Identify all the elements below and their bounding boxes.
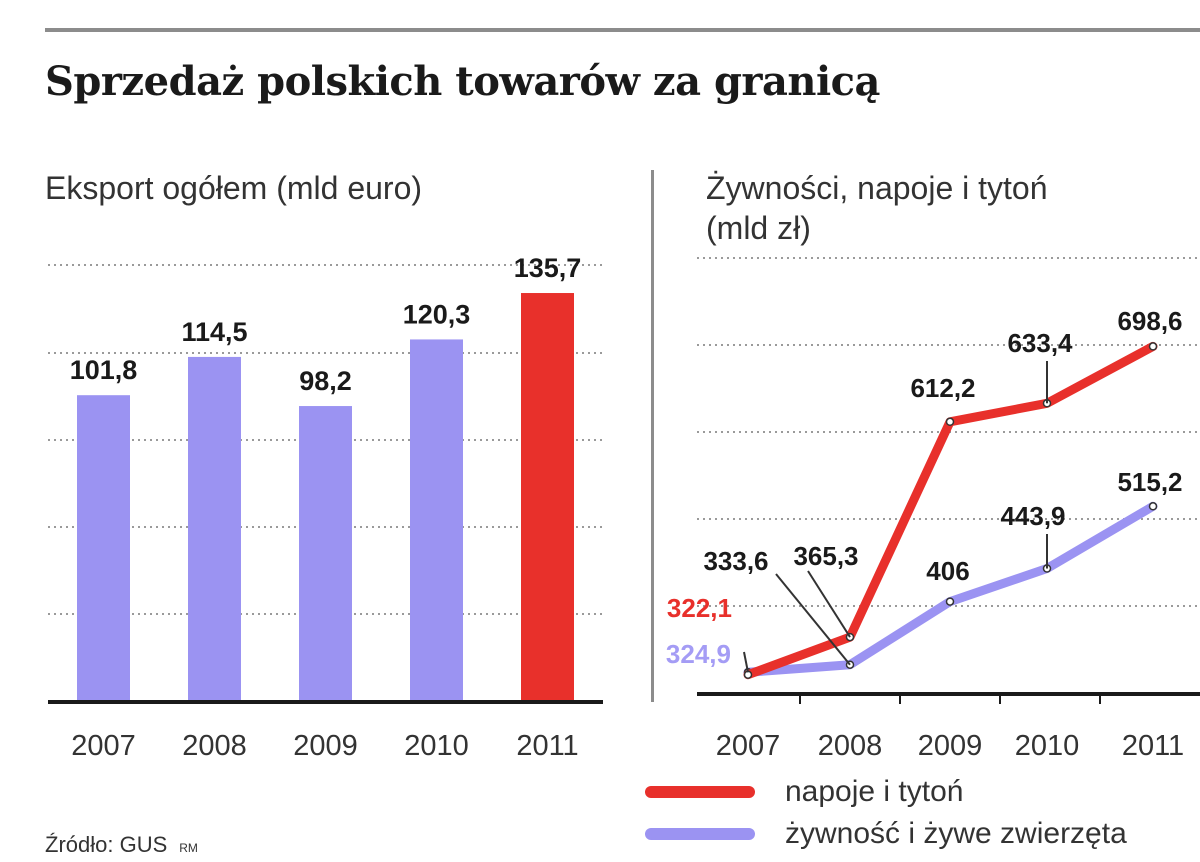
bar-value-label-2009: 98,2 <box>299 366 352 396</box>
bar-x-tick-2011: 2011 <box>516 730 578 762</box>
bar-value-label-2011: 135,7 <box>514 253 582 283</box>
series-1-point-2011 <box>1148 502 1158 511</box>
series-0-point-2009 <box>945 417 955 427</box>
bar-chart-title: Eksport ogółem (mld euro) <box>45 170 423 206</box>
bar-2007 <box>77 395 130 702</box>
bar-2011 <box>521 293 574 702</box>
legend-swatch-blue <box>645 828 755 840</box>
line-label-red-2007: 322,1 <box>667 593 732 623</box>
line-label-blue-2010: 443,9 <box>1000 501 1065 531</box>
line-label-red-2011: 698,6 <box>1117 306 1182 336</box>
legend-item-napoje: napoje i tytoń <box>645 772 963 812</box>
line-label-blue-2007: 324,9 <box>666 639 731 669</box>
bar-2009 <box>299 406 352 702</box>
series-line-1 <box>743 501 1158 677</box>
line-chart-title-line1: Żywności, napoje i tytoń <box>706 170 1048 206</box>
line-x-tick-2008: 2008 <box>818 730 883 762</box>
bar-2008 <box>188 356 241 702</box>
line-x-tick-2009: 2009 <box>918 730 983 762</box>
bar-value-label-2007: 101,8 <box>70 355 138 385</box>
line-chart-title-line2: (mld zł) <box>706 210 811 246</box>
bar-value-label-2008: 114,5 <box>181 317 247 347</box>
bar-value-label-2010: 120,3 <box>403 299 471 329</box>
line-x-tick-2010: 2010 <box>1015 730 1080 762</box>
bar-x-tick-2007: 2007 <box>71 730 136 762</box>
bar-chart: 101,8 2007 114,5 2008 98,2 2009 120,3 2010 135,7… <box>48 253 603 762</box>
line-x-tick-2011: 2011 <box>1122 730 1184 762</box>
legend-item-zywnosc: żywność i żywe zwierzęta <box>645 814 1127 854</box>
legend-label-zywnosc: żywność i żywe zwierzęta <box>785 817 1127 850</box>
bar-x-tick-2010: 2010 <box>404 730 469 762</box>
bar-x-tick-2009: 2009 <box>293 730 358 762</box>
line-label-red-2008: 365,3 <box>793 541 858 571</box>
line-x-tick-2007: 2007 <box>716 730 781 762</box>
source-note: Źródło: GUS RM <box>45 832 198 858</box>
line-label-red-2010: 633,4 <box>1007 328 1073 358</box>
legend-swatch-red <box>645 786 755 798</box>
leader-red-2008 <box>807 570 851 638</box>
page-title: Sprzedaż polskich towarów za granicą <box>45 58 880 105</box>
bar-2010 <box>410 339 463 702</box>
series-1-point-2009 <box>945 597 955 606</box>
line-label-blue-2008: 333,6 <box>703 546 768 576</box>
line-label-blue-2009: 406 <box>926 556 969 586</box>
line-chart: 2007 2008 2009 2010 2011 322,1 324,9 333,6 365,3… <box>666 257 1200 762</box>
top-rule <box>45 28 1200 32</box>
line-label-blue-2011: 515,2 <box>1117 467 1182 497</box>
bar-x-tick-2008: 2008 <box>182 730 247 762</box>
source-mark: RM <box>179 841 198 855</box>
series-0-point-2011 <box>1148 342 1158 351</box>
legend-label-napoje: napoje i tytoń <box>785 775 964 808</box>
leader-blue-2008 <box>775 573 851 666</box>
chart-divider <box>651 170 654 702</box>
source-text: Źródło: GUS <box>45 832 168 857</box>
leader-blue-2007 <box>743 651 749 673</box>
line-label-red-2009: 612,2 <box>910 373 975 403</box>
